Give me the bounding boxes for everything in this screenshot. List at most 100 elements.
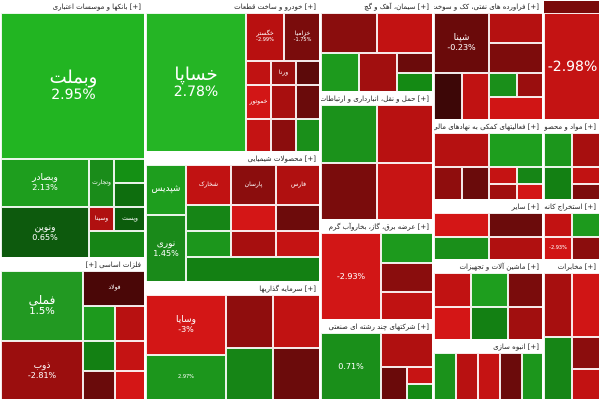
stock-tile[interactable] — [246, 119, 271, 151]
sector-12[interactable]: [+] عرضه برق، گاز، بخاروآب گرم -2.93% — [320, 220, 433, 320]
sector-1[interactable]: [+] خودرو و ساخت قطعات خساپا 2.78% خگستر -2.… — [145, 0, 320, 152]
stock-tile[interactable] — [517, 167, 542, 184]
stock-tile[interactable] — [572, 167, 599, 184]
stock-tile[interactable] — [186, 231, 231, 257]
stock-tile[interactable] — [544, 213, 572, 237]
sector-2[interactable]: [+] سیمان، آهک و گچ — [320, 0, 433, 92]
stock-tile[interactable] — [544, 337, 572, 399]
stock-tile[interactable] — [522, 353, 542, 399]
stock-tile[interactable] — [276, 231, 319, 257]
stock-tile[interactable] — [115, 341, 144, 371]
stock-tile[interactable] — [381, 292, 432, 319]
stock-tile[interactable] — [186, 257, 319, 281]
stock-tile[interactable]: خزامیا -1.75% — [284, 13, 319, 61]
stock-tile[interactable] — [508, 307, 542, 339]
stock-tile[interactable] — [508, 273, 542, 307]
stock-tile[interactable] — [377, 163, 432, 219]
stock-tile[interactable] — [500, 353, 522, 399]
stock-tile[interactable] — [489, 167, 517, 184]
stock-tile[interactable] — [377, 105, 432, 163]
stock-tile[interactable] — [489, 73, 517, 97]
stock-tile[interactable]: -2.98% — [544, 13, 599, 119]
stock-tile[interactable] — [478, 353, 500, 399]
stock-tile[interactable] — [321, 163, 377, 219]
stock-tile[interactable] — [462, 167, 489, 199]
stock-tile[interactable]: خگستر -2.99% — [246, 13, 284, 61]
stock-tile[interactable]: ورنا — [271, 61, 296, 85]
sector-17[interactable]: -2.98% — [543, 0, 600, 120]
stock-tile[interactable] — [489, 43, 542, 73]
stock-tile[interactable] — [471, 273, 508, 307]
stock-tile[interactable]: نوری 1.45% — [146, 215, 186, 281]
stock-tile[interactable]: 2.97% — [146, 355, 226, 399]
stock-tile[interactable] — [572, 273, 599, 337]
stock-tile[interactable] — [489, 97, 542, 119]
stock-tile[interactable] — [489, 237, 542, 259]
stock-tile[interactable] — [359, 53, 397, 91]
stock-tile[interactable] — [377, 13, 432, 53]
stock-tile[interactable] — [572, 133, 599, 167]
sector-15[interactable]: [+] انبوه سازی — [433, 340, 543, 400]
stock-tile[interactable] — [544, 133, 572, 167]
stock-tile[interactable] — [231, 231, 276, 257]
stock-tile[interactable] — [381, 367, 407, 399]
stock-tile[interactable] — [273, 295, 319, 348]
stock-tile[interactable] — [572, 337, 599, 369]
stock-tile[interactable] — [83, 371, 115, 399]
stock-tile[interactable]: پارسان — [231, 165, 276, 205]
sector-11[interactable]: [+] سرمایه گذاریها وسایا -3% 2.97% — [145, 282, 320, 400]
stock-tile[interactable]: ونوین 0.65% — [1, 207, 89, 257]
stock-tile[interactable] — [572, 369, 599, 399]
sector-13[interactable]: [+] شرکتهای چند رشته ای صنعتی 0.71% — [320, 320, 433, 400]
stock-tile[interactable]: وتجارت — [89, 159, 114, 207]
sector-0[interactable]: [+] بانکها و موسسات اعتباری وبملت 2.95% وبص… — [0, 0, 145, 258]
stock-tile[interactable] — [296, 61, 319, 85]
stock-tile[interactable] — [83, 306, 115, 341]
stock-tile[interactable] — [434, 273, 471, 307]
stock-tile[interactable] — [397, 53, 432, 73]
stock-tile[interactable]: -2.93% — [321, 233, 381, 319]
stock-tile[interactable] — [321, 13, 377, 53]
stock-tile[interactable] — [489, 133, 542, 167]
stock-tile[interactable] — [273, 348, 319, 399]
stock-tile[interactable]: خموتور — [246, 85, 271, 119]
stock-tile[interactable] — [572, 237, 599, 259]
stock-tile[interactable] — [407, 367, 432, 384]
stock-tile[interactable]: فولاد — [83, 271, 144, 306]
stock-tile[interactable] — [271, 85, 296, 119]
sector-3[interactable]: [+] فراورده های نفتی، کک و سوخت هسته ایش… — [433, 0, 543, 120]
sector-8[interactable]: [+] سایر — [433, 200, 543, 260]
stock-tile[interactable] — [246, 61, 271, 85]
stock-tile[interactable] — [434, 237, 489, 259]
stock-tile[interactable] — [321, 53, 359, 91]
stock-tile[interactable]: ذوب -2.81% — [1, 341, 83, 399]
stock-tile[interactable] — [462, 73, 489, 119]
stock-tile[interactable] — [276, 205, 319, 231]
stock-tile[interactable] — [572, 184, 599, 199]
stock-tile[interactable]: وسایا -3% — [146, 295, 226, 355]
stock-tile[interactable] — [186, 205, 231, 231]
stock-tile[interactable] — [407, 384, 432, 399]
stock-tile[interactable]: فملی 1.5% — [1, 271, 83, 341]
sector-14[interactable]: [+] ماشین آلات و تجهیزات — [433, 260, 543, 340]
stock-tile[interactable] — [226, 348, 273, 399]
stock-tile[interactable] — [489, 184, 517, 199]
stock-tile[interactable]: شخارک — [186, 165, 231, 205]
stock-tile[interactable] — [231, 205, 276, 231]
sector-5[interactable]: [+] حمل و نقل، انبارداری و ارتباطات — [320, 92, 433, 220]
stock-tile[interactable] — [434, 353, 456, 399]
stock-tile[interactable] — [89, 231, 144, 257]
stock-tile[interactable]: وبصادر 2.13% — [1, 159, 89, 207]
stock-tile[interactable] — [83, 341, 115, 371]
stock-tile[interactable] — [115, 306, 144, 341]
stock-tile[interactable]: وپست — [114, 207, 144, 231]
sector-10[interactable]: فلزات اساسی [+] فملی 1.5% فولاد ذوب -2.81% — [0, 258, 145, 400]
stock-tile[interactable] — [544, 273, 572, 337]
sector-6[interactable]: [+] فعالیتهای کمکی به نهادهای مالی — [433, 120, 543, 200]
stock-tile[interactable]: شپدیس — [146, 165, 186, 215]
stock-tile[interactable]: شپنا -0.23% — [434, 13, 489, 73]
stock-tile[interactable]: 0.71% — [321, 333, 381, 399]
stock-tile[interactable] — [517, 184, 542, 199]
stock-tile[interactable] — [434, 213, 489, 237]
stock-tile[interactable] — [397, 73, 432, 91]
